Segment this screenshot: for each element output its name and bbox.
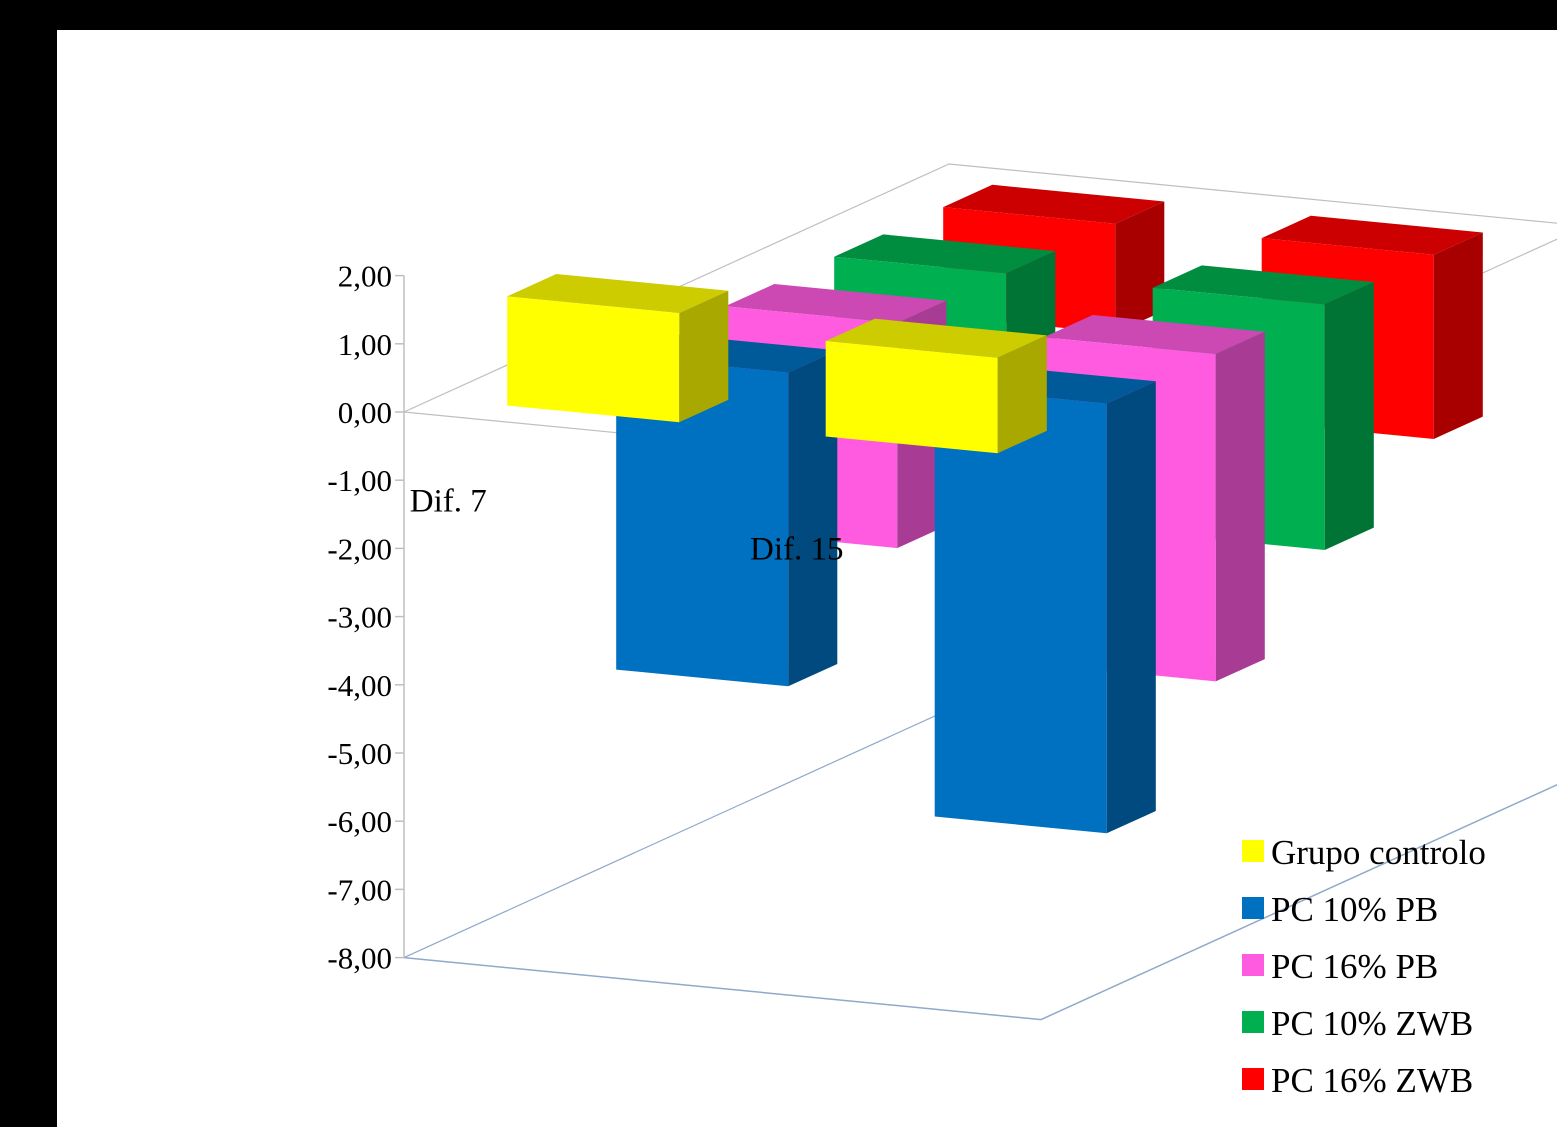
bar-side-face [1106, 381, 1156, 834]
y-tick-label: -4,00 [327, 668, 392, 703]
chart-labels: 2,00 1,00 0,00 -1,00 -2,00 -3,00 -4,00 -5,00 -6,… [327, 259, 843, 976]
y-tick-label: -7,00 [327, 872, 392, 907]
floor-outline [403, 783, 1557, 1021]
y-tick-label: 2,00 [338, 259, 392, 294]
bar-top-face [1152, 265, 1374, 305]
bar-front-face [825, 341, 998, 454]
chart-bars [507, 184, 1483, 834]
category-label: Dif. 15 [750, 532, 844, 568]
bar-grupo-controlo-1 [507, 274, 729, 423]
bar-top-face [1043, 315, 1265, 354]
bar-side-face [788, 350, 838, 687]
bar-side-face [997, 335, 1047, 454]
bar-side-face [679, 290, 729, 423]
legend-entry: PC 16% PB [1242, 947, 1438, 986]
category-label: Dif. 7 [410, 484, 487, 520]
legend-entry: PC 10% ZWB [1242, 1004, 1473, 1043]
bar-pc-10-pb-1 [616, 333, 838, 687]
chart-legend: Grupo controlo PC 10% PB PC 16% PB PC 10% Z… [1242, 833, 1486, 1100]
y-tick-label: -5,00 [327, 736, 392, 771]
y-tick-label: -2,00 [327, 531, 392, 566]
legend-entry: PC 10% PB [1242, 890, 1438, 929]
bar-top-face [725, 284, 947, 323]
legend-label: Grupo controlo [1271, 833, 1486, 872]
y-tick-label: -8,00 [327, 941, 392, 976]
legend-label: PC 16% PB [1271, 947, 1438, 986]
legend-swatch [1242, 954, 1264, 976]
bar-top-face [507, 274, 729, 314]
bar-top-face [825, 318, 1047, 358]
bar-grupo-controlo-2 [825, 318, 1047, 454]
bar-front-face [934, 386, 1107, 834]
legend-swatch [1242, 840, 1264, 862]
bar-front-face [507, 296, 680, 423]
bar-side-face [1215, 331, 1265, 682]
bar-side-face [1433, 232, 1483, 439]
bar-side-face [1324, 282, 1374, 550]
legend-label: PC 10% PB [1271, 890, 1438, 929]
y-tick-label: 0,00 [338, 395, 392, 430]
y-tick-label: 1,00 [338, 327, 392, 362]
chart-3d-column: 2,00 1,00 0,00 -1,00 -2,00 -3,00 -4,00 -5,00 -6,… [327, 163, 1557, 1100]
bar-top-face [1261, 215, 1483, 255]
bar-top-face [834, 234, 1056, 274]
legend-swatch [1242, 897, 1264, 919]
y-tick-label: -6,00 [327, 804, 392, 839]
y-tick-label: -3,00 [327, 600, 392, 635]
floor-depth-edge [403, 709, 950, 959]
y-tick-label: -1,00 [327, 463, 392, 498]
legend-label: PC 10% ZWB [1271, 1004, 1473, 1043]
legend-entry: PC 16% ZWB [1242, 1061, 1473, 1100]
legend-swatch [1242, 1011, 1264, 1033]
legend-entry: Grupo controlo [1242, 833, 1486, 872]
legend-swatch [1242, 1068, 1264, 1090]
bar-side-face [1115, 201, 1165, 333]
bar-top-face [943, 184, 1165, 224]
bar-front-face [616, 355, 789, 687]
legend-label: PC 16% ZWB [1271, 1061, 1473, 1100]
chart-frame: 2,00 1,00 0,00 -1,00 -2,00 -3,00 -4,00 -5,00 -6,… [57, 30, 1557, 1127]
